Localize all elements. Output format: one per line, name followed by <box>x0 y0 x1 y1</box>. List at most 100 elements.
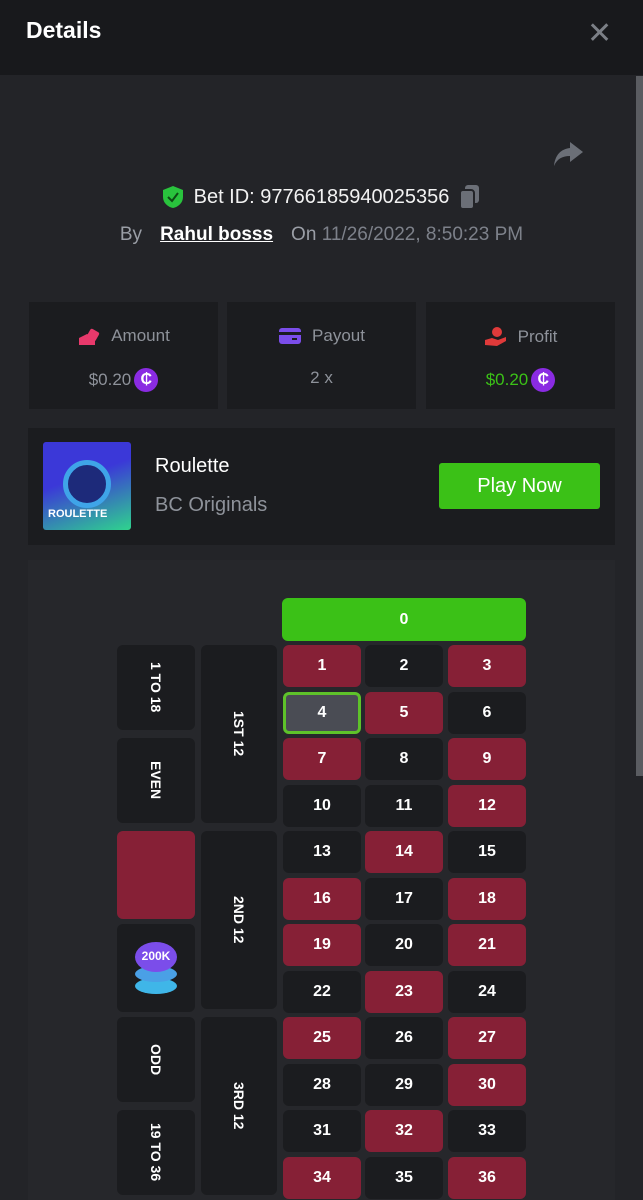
cell-label: 25 <box>313 1029 331 1046</box>
cell-label: 15 <box>478 843 496 860</box>
cell-zero[interactable]: 0 <box>282 598 526 641</box>
header: Details ✕ <box>0 0 643 75</box>
cell-number-36[interactable]: 36 <box>448 1156 526 1199</box>
cell-number-5[interactable]: 5 <box>365 691 443 734</box>
roulette-wheel-icon <box>63 460 111 508</box>
cell-label: 1 <box>317 657 327 674</box>
cell-label: 29 <box>395 1075 413 1093</box>
cell-label: 4 <box>317 703 327 721</box>
cell-number-24[interactable]: 24 <box>448 970 526 1013</box>
cell-number-17[interactable]: 17 <box>365 877 443 920</box>
cell-number-3[interactable]: 3 <box>448 645 526 687</box>
cell-number-8[interactable]: 8 <box>365 738 443 780</box>
cell-number-6[interactable]: 6 <box>448 691 526 734</box>
coin-icon: ₵ <box>134 368 159 392</box>
outside-bet-1[interactable]: EVEN <box>117 738 195 823</box>
cell-number-11[interactable]: 11 <box>365 784 443 827</box>
cell-number-27[interactable]: 27 <box>448 1017 526 1059</box>
user-link[interactable]: Rahul bosss <box>160 224 274 245</box>
cell-label: 11 <box>395 796 413 814</box>
game-provider: BC Originals <box>155 494 268 516</box>
cell-number-10[interactable]: 10 <box>283 784 361 827</box>
stat-amount: Amount $0.20 ₵ <box>29 302 218 409</box>
cell-label: 10 <box>313 796 331 814</box>
cell-number-12[interactable]: 12 <box>448 784 526 827</box>
cell-label: 3RD 12 <box>231 1082 247 1130</box>
cell-number-25[interactable]: 25 <box>283 1017 361 1059</box>
outside-bet-4[interactable]: ODD <box>117 1017 195 1102</box>
cell-number-32[interactable]: 32 <box>365 1110 443 1152</box>
thumbnail-text: ROULETTE <box>48 508 108 520</box>
cell-number-26[interactable]: 26 <box>365 1017 443 1059</box>
cell-label: 9 <box>482 750 492 767</box>
close-icon[interactable]: ✕ <box>587 17 613 50</box>
share-icon[interactable] <box>552 140 584 173</box>
cell-label: 27 <box>478 1029 496 1046</box>
cell-number-7[interactable]: 7 <box>283 738 361 780</box>
verified-shield-icon <box>162 186 183 208</box>
outside-bet-5[interactable]: 19 TO 36 <box>117 1110 195 1195</box>
cell-label: 8 <box>399 750 409 767</box>
cell-label: 20 <box>395 936 413 953</box>
cell-label: 1ST 12 <box>231 711 247 757</box>
cell-number-2[interactable]: 2 <box>365 645 443 687</box>
cell-number-34[interactable]: 34 <box>283 1156 361 1199</box>
cell-label: 14 <box>395 843 413 860</box>
coins-hand-icon <box>79 328 100 345</box>
outside-bet-0[interactable]: 1 TO 18 <box>117 645 195 730</box>
cell-number-33[interactable]: 33 <box>448 1110 526 1152</box>
dozen-3[interactable]: 3RD 12 <box>201 1017 277 1195</box>
bet-red[interactable] <box>117 831 195 919</box>
cell-label: 30 <box>478 1075 496 1093</box>
cell-label: 28 <box>313 1075 331 1093</box>
cell-number-14[interactable]: 14 <box>365 831 443 873</box>
bet-black[interactable]: 200K <box>117 924 195 1012</box>
cell-number-15[interactable]: 15 <box>448 831 526 873</box>
cell-number-16[interactable]: 16 <box>283 877 361 920</box>
cell-label: 2 <box>399 657 409 674</box>
cell-label: 0 <box>399 610 409 628</box>
cell-number-28[interactable]: 28 <box>283 1063 361 1106</box>
game-name: Roulette <box>155 455 230 477</box>
cell-number-23[interactable]: 23 <box>365 970 443 1013</box>
stat-value: 2 x <box>310 368 333 387</box>
cell-number-4[interactable]: 4 <box>283 691 361 734</box>
chip-label: 200K <box>141 949 171 963</box>
cell-number-30[interactable]: 30 <box>448 1063 526 1106</box>
cell-label: 32 <box>395 1122 413 1139</box>
cell-label: 19 <box>313 936 331 953</box>
cell-number-21[interactable]: 21 <box>448 924 526 966</box>
game-thumbnail[interactable]: ROULETTE <box>43 442 131 530</box>
stat-label: Profit <box>517 327 558 346</box>
cell-number-31[interactable]: 31 <box>283 1110 361 1152</box>
stat-profit: Profit $0.20 ₵ <box>426 302 615 409</box>
dozen-2[interactable]: 2ND 12 <box>201 831 277 1009</box>
stat-label: Amount <box>111 326 170 345</box>
cell-label: 36 <box>478 1168 496 1186</box>
dozen-1[interactable]: 1ST 12 <box>201 645 277 823</box>
stat-value: $0.20 <box>485 370 529 389</box>
cell-label: 19 TO 36 <box>148 1123 164 1182</box>
profit-icon <box>484 327 506 346</box>
cell-number-29[interactable]: 29 <box>365 1063 443 1106</box>
cell-number-1[interactable]: 1 <box>283 645 361 687</box>
cell-number-35[interactable]: 35 <box>365 1156 443 1199</box>
cell-number-18[interactable]: 18 <box>448 877 526 920</box>
cell-label: 16 <box>313 889 331 907</box>
cell-number-13[interactable]: 13 <box>283 831 361 873</box>
cell-number-22[interactable]: 22 <box>283 970 361 1013</box>
play-now-button[interactable]: Play Now <box>439 463 600 509</box>
copy-icon[interactable] <box>459 184 481 210</box>
cell-label: 31 <box>313 1122 331 1139</box>
cell-label: 35 <box>395 1168 413 1186</box>
chip-icon: 200K <box>135 942 177 994</box>
by-label: By <box>119 224 143 245</box>
cell-label: 6 <box>482 703 492 721</box>
cell-number-19[interactable]: 19 <box>283 924 361 966</box>
bet-id: Bet ID: 97766185940025356 <box>193 185 450 208</box>
cell-label: 2ND 12 <box>231 896 247 944</box>
scrollbar[interactable] <box>636 76 643 776</box>
cell-number-20[interactable]: 20 <box>365 924 443 966</box>
cell-label: 7 <box>317 750 327 767</box>
cell-number-9[interactable]: 9 <box>448 738 526 780</box>
